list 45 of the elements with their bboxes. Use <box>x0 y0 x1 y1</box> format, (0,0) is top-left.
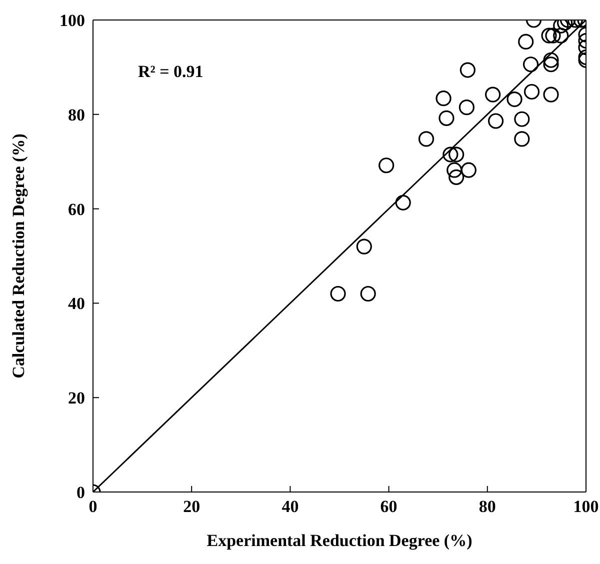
y-tick-label: 0 <box>76 483 85 502</box>
point <box>418 131 434 147</box>
annotation: R² = 0.91 <box>138 62 204 82</box>
point <box>446 162 462 178</box>
x-tick-label: 20 <box>183 497 200 516</box>
point <box>436 90 452 106</box>
point <box>514 131 530 147</box>
x-tick-label: 80 <box>478 497 496 516</box>
point <box>545 28 561 44</box>
point <box>448 146 464 162</box>
y-tick-label: 20 <box>68 388 85 408</box>
point <box>514 111 530 127</box>
point <box>458 100 474 116</box>
x-tick-label: 40 <box>282 497 299 516</box>
point <box>460 162 476 178</box>
point <box>330 286 346 302</box>
point <box>506 91 522 108</box>
point <box>485 86 501 102</box>
y-axis-title: Calculated Reduction Degree (%) <box>9 134 28 378</box>
point <box>553 28 569 44</box>
point <box>442 146 458 162</box>
point <box>448 169 464 185</box>
x-axis-title: Experimental Reduction Degree (%) <box>206 531 472 550</box>
point <box>356 238 372 254</box>
point <box>518 34 534 50</box>
point <box>524 84 540 100</box>
point <box>438 110 454 126</box>
x-tick-label: 0 <box>88 497 98 516</box>
point <box>488 113 504 129</box>
point <box>543 52 559 68</box>
point <box>460 62 476 78</box>
point <box>543 56 559 72</box>
point <box>360 286 376 302</box>
y-tick-label: 100 <box>60 11 85 30</box>
point <box>543 86 559 102</box>
x-tick-label: 60 <box>380 497 398 516</box>
point <box>553 20 569 34</box>
point <box>522 56 539 72</box>
y-tick-label: 80 <box>68 105 85 124</box>
point <box>395 194 411 210</box>
point <box>378 158 394 174</box>
point <box>541 28 557 44</box>
x-tick-label: 100 <box>573 497 599 516</box>
y-tick-label: 40 <box>68 294 85 314</box>
y-tick-label: 60 <box>68 200 85 219</box>
